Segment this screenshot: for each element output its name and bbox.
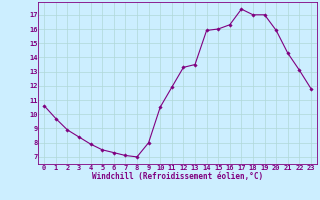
X-axis label: Windchill (Refroidissement éolien,°C): Windchill (Refroidissement éolien,°C) (92, 172, 263, 181)
